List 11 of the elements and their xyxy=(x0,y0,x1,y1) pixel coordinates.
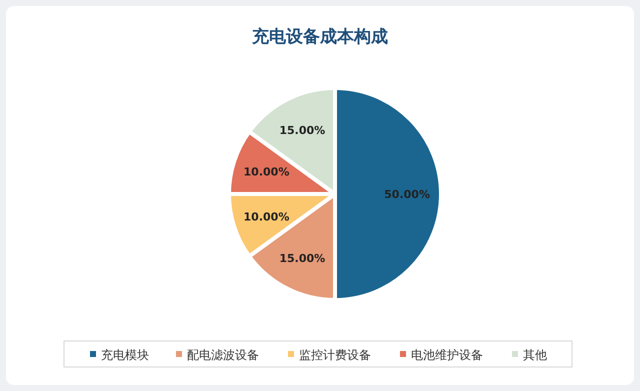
data-label: 50.00% xyxy=(384,188,430,201)
legend-label: 电池维护设备 xyxy=(411,348,483,362)
legend-label: 配电滤波设备 xyxy=(187,348,259,362)
chart-title: 充电设备成本构成 xyxy=(251,27,388,47)
data-label: 10.00% xyxy=(244,210,290,224)
legend-label: 其他 xyxy=(523,348,547,362)
data-label: 15.00% xyxy=(279,252,326,266)
legend-label: 充电模块 xyxy=(101,348,149,362)
data-label: 10.00% xyxy=(244,166,290,179)
legend-label: 监控计费设备 xyxy=(299,348,371,362)
data-label: 15.00% xyxy=(279,124,326,137)
